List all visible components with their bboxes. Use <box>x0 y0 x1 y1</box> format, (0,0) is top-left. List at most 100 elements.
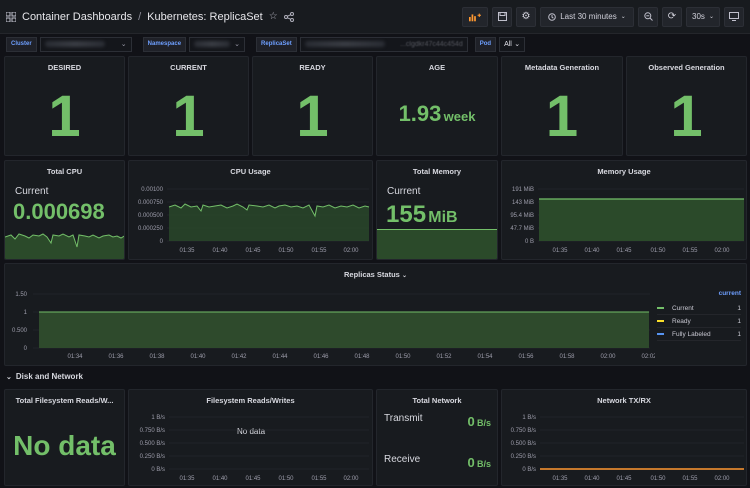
receive-unit: B/s <box>476 459 491 469</box>
x-tick-label: 01:44 <box>272 354 288 360</box>
pod-value: All <box>504 40 512 48</box>
total-filesystem-panel: Total Filesystem Reads/W... No data <box>4 389 125 486</box>
y-tick-label: 1 B/s <box>522 415 536 421</box>
legend-swatch <box>657 319 664 322</box>
refresh-interval-label: 30s <box>692 12 705 21</box>
y-tick-label: 0.500 B/s <box>140 441 165 447</box>
x-tick-label: 01:45 <box>616 476 632 482</box>
total-cpu-sparkline <box>5 233 124 259</box>
legend-value: 1 <box>737 330 741 338</box>
x-tick-label: 01:55 <box>311 248 327 254</box>
memory-usage-panel: Memory Usage 191 MiB 143 MiB 95.4 MiB 47… <box>501 160 747 260</box>
chevron-down-icon: ⌄ <box>708 14 714 20</box>
transmit-value: 0 <box>467 414 475 429</box>
refresh-interval-picker[interactable]: 30s ⌄ <box>686 6 720 27</box>
legend-header[interactable]: current <box>718 290 741 297</box>
ready-panel: READY 1 <box>252 56 373 156</box>
current-label: Current <box>15 186 49 197</box>
y-tick-label: 0.500 B/s <box>511 441 536 447</box>
legend-value: 1 <box>737 304 741 312</box>
transmit-unit: B/s <box>476 418 491 428</box>
x-tick-label: 02:00 <box>714 248 730 254</box>
y-tick-label: 0.250 B/s <box>140 454 165 460</box>
x-tick-label: 01:42 <box>231 354 247 360</box>
y-tick-label: 1 <box>24 310 28 316</box>
breadcrumb: Container Dashboards / Kubernetes: Repli… <box>6 11 462 23</box>
x-tick-label: 01:50 <box>650 248 666 254</box>
total-memory-unit: MiB <box>428 209 458 226</box>
monitor-icon <box>729 12 739 21</box>
namespace-variable-select[interactable]: ⌄ <box>189 36 246 52</box>
legend-swatch <box>657 332 664 335</box>
desired-panel: DESIRED 1 <box>4 56 125 156</box>
panel-title[interactable]: Replicas Status ⌄ <box>5 270 746 279</box>
age-value: 1.93 <box>398 101 442 126</box>
pod-variable-select[interactable]: All ⌄ <box>499 36 526 52</box>
chevron-down-icon: ⌄ <box>514 41 521 48</box>
chevron-down-icon: ⌄ <box>620 14 626 20</box>
cpu-usage-line <box>168 203 370 218</box>
cluster-variable-label: Cluster <box>6 36 37 52</box>
y-tick-label: 47.7 MiB <box>510 226 534 232</box>
chevron-down-icon: ⌄ <box>234 41 241 48</box>
current-label: Current <box>387 186 421 197</box>
legend-value: 1 <box>737 317 741 325</box>
x-tick-label: 01:35 <box>179 248 195 254</box>
dashboard-title[interactable]: Kubernetes: ReplicaSet <box>147 10 263 23</box>
x-tick-label: 01:46 <box>313 354 329 360</box>
y-tick-label: 0.750 B/s <box>511 428 536 434</box>
cpu-usage-area <box>169 204 369 241</box>
replicaset-variable-select[interactable]: ...clgdkr47c44c454d <box>299 36 468 52</box>
add-panel-button[interactable] <box>462 6 488 27</box>
top-bar: Container Dashboards / Kubernetes: Repli… <box>0 0 750 34</box>
zoom-out-button[interactable] <box>638 6 658 27</box>
breadcrumb-folder-link[interactable]: Container Dashboards <box>22 10 133 23</box>
x-tick-label: 01:40 <box>212 248 228 254</box>
legend-item-current[interactable]: Current 1 <box>657 302 741 315</box>
network-txrx-panel: Network TX/RX 1 B/s 0.750 B/s 0.500 B/s … <box>501 389 747 486</box>
tv-mode-button[interactable] <box>724 6 744 27</box>
panel-title: Total Network <box>412 396 462 405</box>
time-range-picker[interactable]: Last 30 minutes ⌄ <box>540 6 634 27</box>
legend-item-ready[interactable]: Ready 1 <box>657 315 741 328</box>
x-tick-label: 01:50 <box>395 354 411 360</box>
panel-title: CPU Usage <box>230 167 271 176</box>
metadata-generation-panel: Metadata Generation 1 <box>501 56 623 156</box>
x-tick-label: 01:54 <box>477 354 493 360</box>
add-panel-icon <box>469 13 481 21</box>
share-icon[interactable] <box>283 11 294 22</box>
y-tick-label: 191 MiB <box>512 187 534 193</box>
filesystem-rw-chart: 1 B/s 0.750 B/s 0.500 B/s 0.250 B/s 0 B/… <box>140 415 369 482</box>
x-tick-label: 02:00 <box>714 476 730 482</box>
apps-grid-icon[interactable] <box>6 11 16 22</box>
x-tick-label: 01:48 <box>354 354 370 360</box>
y-tick-label: 0.000500 <box>138 213 164 219</box>
y-tick-label: 0.250 B/s <box>511 454 536 460</box>
panel-title: AGE <box>428 63 446 72</box>
settings-button[interactable]: ⚙ <box>516 6 536 27</box>
network-txrx-chart: 1 B/s 0.750 B/s 0.500 B/s 0.250 B/s 0 B/… <box>511 415 744 482</box>
y-tick-label: 0.000750 <box>138 200 164 206</box>
receive-value: 0 <box>467 455 475 470</box>
panel-title: Memory Usage <box>597 167 651 176</box>
time-range-label: Last 30 minutes <box>560 12 617 21</box>
replicas-status-chart: 1.50 1 0.500 0 01:34 01:36 01:38 01:40 01:42… <box>12 292 655 360</box>
transmit-label: Transmit <box>384 413 423 424</box>
row-disk-and-network[interactable]: ⌄ Disk and Network <box>6 372 83 381</box>
cluster-variable-select[interactable]: ⌄ <box>39 36 132 52</box>
row-title: Disk and Network <box>15 372 84 381</box>
panel-title: Filesystem Reads/Writes <box>206 396 295 405</box>
y-tick-label: 1 B/s <box>151 415 165 421</box>
replicas-status-legend: current Current 1 Ready 1 Fully Labeled 1 <box>657 290 741 341</box>
chevron-down-icon: ⌄ <box>401 273 407 279</box>
star-icon[interactable]: ☆ <box>268 11 278 22</box>
refresh-button[interactable]: ⟳ <box>662 6 682 27</box>
x-tick-label: 01:35 <box>179 476 195 482</box>
legend-label: Fully Labeled <box>672 330 711 338</box>
receive-stat: 0 B/s <box>468 455 491 470</box>
x-tick-label: 01:50 <box>278 248 294 254</box>
clock-icon <box>548 12 557 21</box>
legend-item-fully-labeled[interactable]: Fully Labeled 1 <box>657 328 741 341</box>
panel-title: READY <box>299 63 326 72</box>
save-dashboard-button[interactable] <box>492 6 512 27</box>
